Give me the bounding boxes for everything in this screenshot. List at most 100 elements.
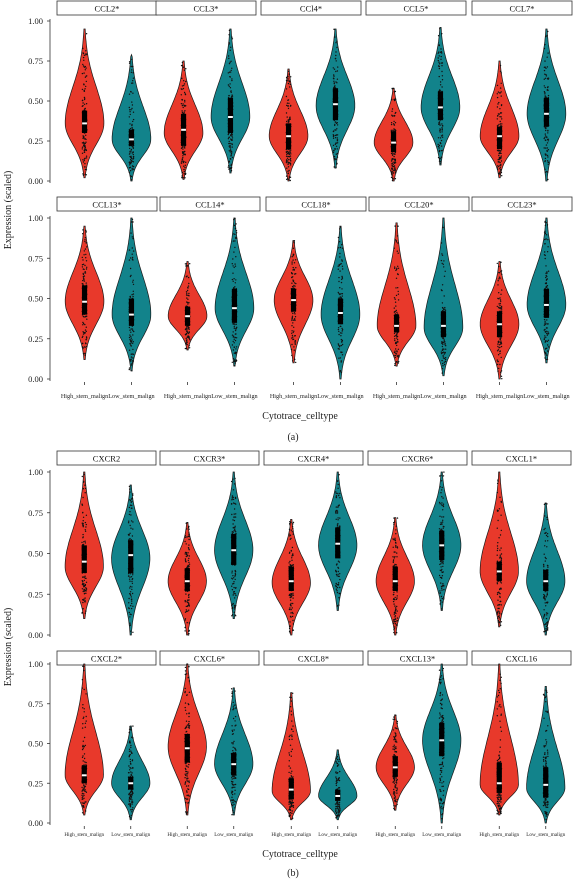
data-point [441,134,444,136]
data-point [81,152,84,154]
data-point [544,86,546,89]
data-point [188,292,190,295]
data-point [235,346,238,348]
data-point [231,137,234,139]
data-point [339,497,341,499]
data-point [543,231,546,233]
data-point [441,345,444,348]
data-point [185,551,188,554]
data-point [132,353,135,355]
data-point [547,346,550,348]
data-point [290,272,293,274]
data-point [289,151,292,153]
data-point [189,339,191,341]
data-point [82,275,85,278]
data-point [181,61,184,64]
data-point [291,615,294,618]
data-point [289,86,291,88]
data-point [441,136,444,138]
data-point [393,120,395,123]
data-point [438,65,440,68]
data-point [546,136,548,139]
data-point [184,599,186,602]
data-point [231,577,233,579]
data-point [232,331,234,333]
data-point [396,313,399,315]
data-point [336,604,338,607]
data-point [85,581,88,583]
data-point [229,146,232,148]
data-point [131,598,133,600]
data-point [83,254,85,256]
data-point [82,141,85,143]
data-point [84,146,87,149]
data-point [233,326,235,328]
data-point [547,149,550,151]
data-point [180,64,183,67]
data-point [289,560,291,563]
data-point [128,93,131,95]
data-point [501,123,503,125]
data-point [183,165,185,167]
data-point [132,293,135,295]
data-point [83,90,86,93]
data-point [132,283,135,286]
data-point [188,599,190,601]
data-point [229,148,232,150]
data-point [229,83,231,85]
data-point [334,85,336,87]
data-point [341,288,343,290]
data-point [130,342,132,344]
data-point [129,267,132,270]
data-point [338,344,340,346]
data-point [233,364,235,367]
data-point [394,158,397,161]
data-point [397,362,400,364]
data-point [84,88,86,90]
data-point [85,169,88,171]
data-point [232,336,234,338]
data-point [289,149,291,151]
data-point [130,605,132,607]
data-point [186,289,189,292]
data-point [181,158,184,161]
data-point [391,170,393,173]
data-point [82,273,85,276]
data-point [398,360,400,363]
data-point [231,78,233,80]
data-point [543,324,546,326]
data-point [390,129,392,131]
data-point [500,169,502,171]
data-point [390,122,393,124]
data-point [186,329,188,331]
data-point [394,310,396,313]
data-point [129,161,131,163]
data-point [131,258,134,260]
y-tick-label: 0.25 [28,334,43,344]
data-point [234,516,237,518]
data-point [335,506,337,508]
data-point [396,344,398,347]
data-point [184,164,187,166]
y-tick-label: 1.00 [28,213,43,223]
data-point [234,575,236,577]
data-point [546,275,548,278]
data-point [394,153,396,155]
data-point [230,149,232,152]
data-point [395,294,398,297]
data-point [333,74,335,76]
data-point [228,42,230,44]
data-point [184,99,186,102]
data-point [339,357,342,359]
data-point [186,331,189,333]
data-point [338,357,340,359]
data-point [187,303,189,305]
data-point [333,83,335,85]
data-point [81,146,84,148]
data-point [188,302,190,304]
data-point [289,155,292,157]
data-point [499,166,502,168]
data-point [129,147,131,150]
data-point [132,72,134,74]
data-point [288,102,290,105]
